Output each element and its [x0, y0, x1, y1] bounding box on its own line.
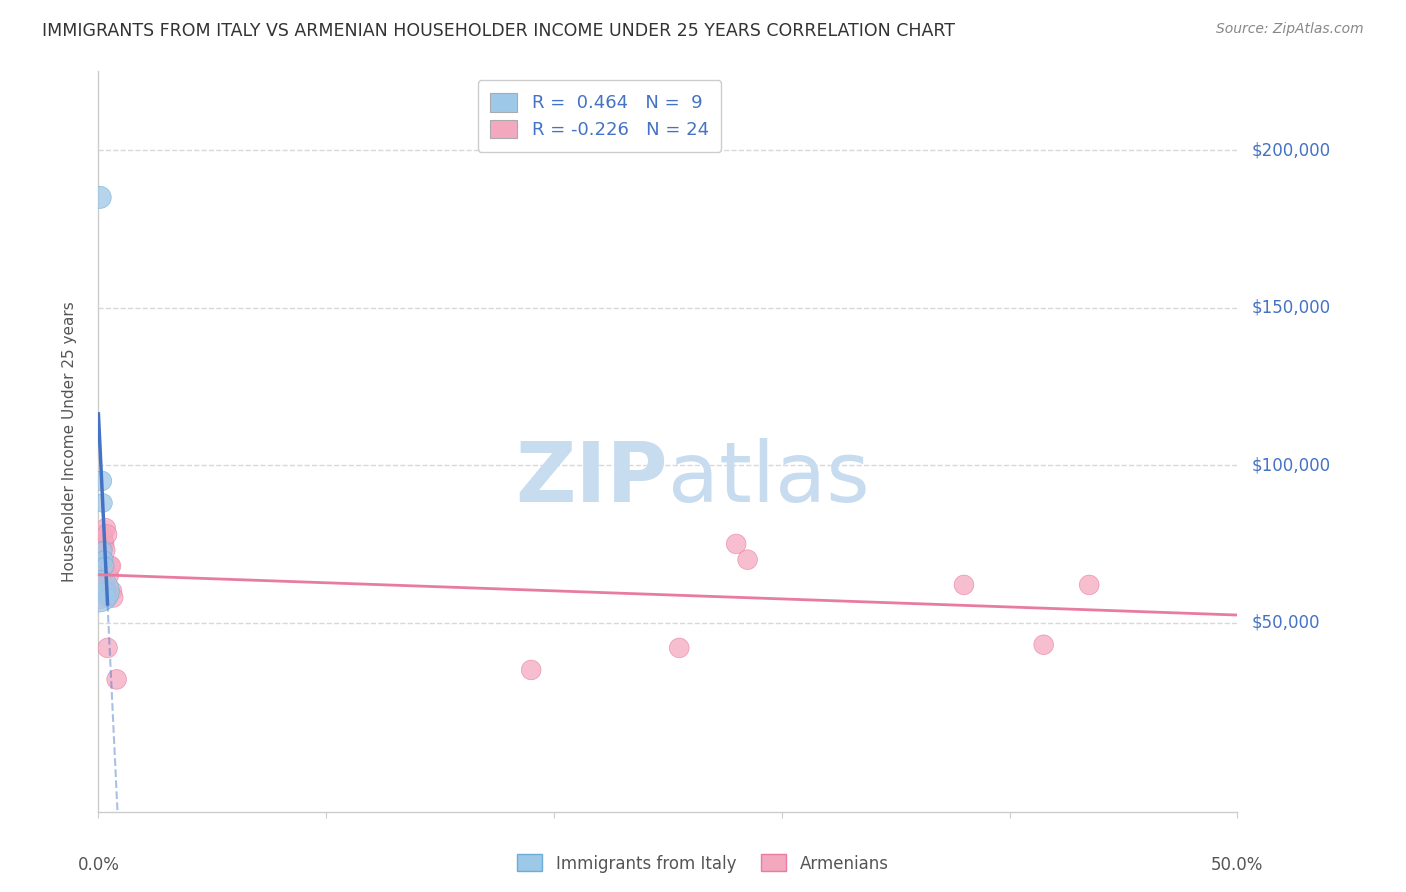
Text: $150,000: $150,000 [1251, 299, 1330, 317]
Point [103, 591, 125, 605]
Point [93, 543, 115, 558]
Legend: Immigrants from Italy, Armenians: Immigrants from Italy, Armenians [510, 847, 896, 880]
Point [105, 673, 128, 687]
Point [89, 190, 111, 204]
Point [87, 584, 110, 599]
Text: Source: ZipAtlas.com: Source: ZipAtlas.com [1216, 22, 1364, 37]
Text: $50,000: $50,000 [1251, 614, 1320, 632]
Point [90, 568, 112, 582]
Point [94, 559, 117, 574]
Point [91, 527, 114, 541]
Point [93, 533, 115, 548]
Point [1032, 638, 1054, 652]
Text: atlas: atlas [668, 438, 869, 519]
Point [725, 537, 748, 551]
Point [96, 527, 118, 541]
Point [96, 591, 118, 605]
Text: IMMIGRANTS FROM ITALY VS ARMENIAN HOUSEHOLDER INCOME UNDER 25 YEARS CORRELATION : IMMIGRANTS FROM ITALY VS ARMENIAN HOUSEH… [42, 22, 955, 40]
Point [91, 574, 114, 589]
Point [98, 559, 121, 574]
Point [94, 521, 117, 535]
Point [90, 562, 112, 576]
Point [737, 552, 759, 566]
Point [89, 546, 111, 560]
Text: $200,000: $200,000 [1251, 141, 1330, 159]
Text: ZIP: ZIP [516, 438, 668, 519]
Point [90, 474, 112, 488]
Point [93, 559, 115, 574]
Point [100, 559, 122, 574]
Point [91, 496, 114, 510]
Point [97, 568, 120, 582]
Text: 50.0%: 50.0% [1211, 856, 1264, 874]
Point [668, 640, 690, 655]
Point [94, 543, 117, 558]
Text: 0.0%: 0.0% [77, 856, 120, 874]
Point [87, 584, 110, 599]
Point [96, 640, 118, 655]
Legend: R =  0.464   N =  9, R = -0.226   N = 24: R = 0.464 N = 9, R = -0.226 N = 24 [478, 80, 721, 152]
Text: $100,000: $100,000 [1251, 456, 1330, 475]
Point [1078, 578, 1101, 592]
Point [101, 584, 124, 599]
Point [93, 552, 115, 566]
Y-axis label: Householder Income Under 25 years: Householder Income Under 25 years [62, 301, 77, 582]
Point [520, 663, 543, 677]
Point [94, 584, 117, 599]
Point [93, 537, 115, 551]
Point [953, 578, 976, 592]
